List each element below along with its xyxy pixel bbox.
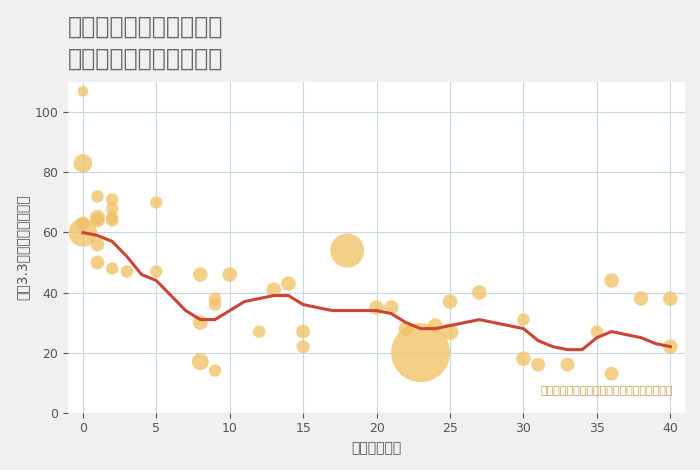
Point — [636, 295, 647, 302]
Point — [92, 217, 103, 224]
Point — [106, 196, 118, 203]
Point — [518, 355, 529, 362]
Point — [606, 370, 617, 377]
Point — [298, 328, 309, 336]
Point — [592, 328, 603, 336]
Point — [77, 229, 88, 236]
Text: 円の大きさは、取引のあった物件面積を示す: 円の大きさは、取引のあった物件面積を示す — [540, 386, 673, 396]
Point — [298, 343, 309, 351]
Point — [606, 277, 617, 284]
Point — [195, 271, 206, 278]
Point — [106, 214, 118, 221]
Point — [342, 247, 353, 254]
Point — [92, 214, 103, 221]
Point — [518, 316, 529, 323]
Point — [77, 160, 88, 167]
Point — [92, 241, 103, 248]
Point — [400, 325, 412, 332]
Point — [444, 328, 456, 336]
Point — [106, 265, 118, 272]
Point — [106, 217, 118, 224]
Point — [209, 295, 220, 302]
Point — [209, 301, 220, 308]
Point — [77, 87, 88, 95]
Point — [430, 322, 441, 329]
Point — [224, 271, 235, 278]
Point — [92, 259, 103, 266]
Point — [150, 199, 162, 206]
Point — [92, 193, 103, 200]
Point — [150, 268, 162, 275]
Point — [121, 268, 132, 275]
Point — [386, 304, 397, 311]
Point — [253, 328, 265, 336]
Point — [283, 280, 294, 287]
Point — [195, 319, 206, 326]
Point — [195, 358, 206, 365]
Y-axis label: 坪（3.3㎡）単価（万円）: 坪（3.3㎡）単価（万円） — [15, 195, 29, 300]
Point — [77, 219, 88, 227]
Point — [533, 361, 544, 368]
Point — [665, 295, 676, 302]
Point — [474, 289, 485, 296]
Point — [106, 204, 118, 212]
Point — [268, 286, 279, 293]
Text: 兵庫県姫路市飾東町庄の
築年数別中古戸建て価格: 兵庫県姫路市飾東町庄の 築年数別中古戸建て価格 — [68, 15, 223, 70]
Point — [444, 298, 456, 306]
Point — [371, 304, 382, 311]
X-axis label: 築年数（年）: 築年数（年） — [351, 441, 402, 455]
Point — [665, 343, 676, 351]
Point — [415, 349, 426, 356]
Point — [209, 367, 220, 375]
Point — [562, 361, 573, 368]
